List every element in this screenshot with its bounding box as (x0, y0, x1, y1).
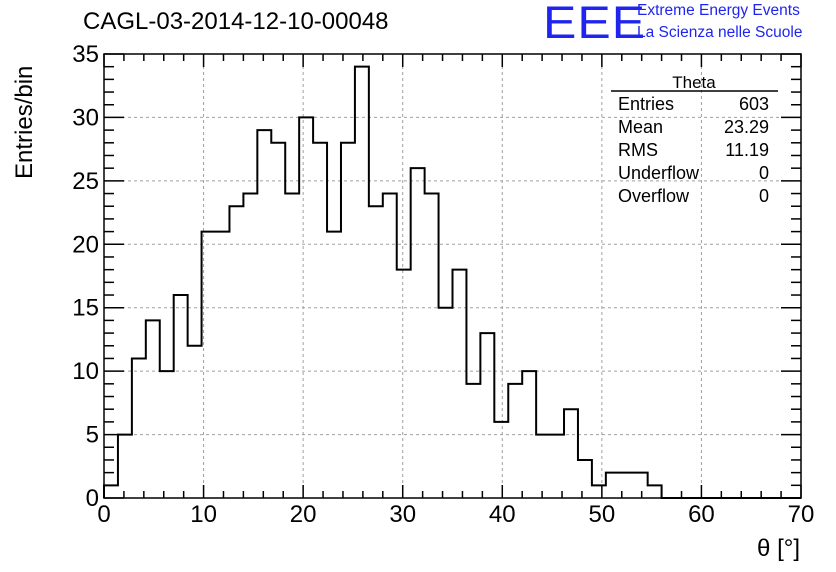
logo-tagline-2: La Scienza nelle Scuole (637, 24, 803, 41)
histogram-bin (118, 435, 132, 498)
x-tick-label: 40 (489, 501, 516, 528)
histogram-bin (313, 143, 327, 498)
histogram-bin (243, 194, 257, 498)
histogram-bars (103, 65, 801, 499)
eee-logo: EEE (543, 0, 647, 48)
histogram-bin (606, 473, 620, 498)
histogram-bin (425, 194, 439, 498)
histogram-bin (132, 358, 146, 498)
axis-ticks (103, 53, 802, 499)
x-axis-title: θ [°] (757, 535, 800, 562)
histogram-bin (453, 270, 467, 498)
stats-row-label: RMS (618, 140, 658, 160)
y-axis-title: Entries/bin (11, 66, 38, 179)
histogram-bin (508, 384, 522, 498)
histogram-bin (550, 435, 564, 498)
stats-row-label: Overflow (618, 186, 690, 206)
stats-row-value: 603 (739, 94, 769, 114)
histogram-bin (341, 143, 355, 498)
x-tick-label: 60 (688, 501, 715, 528)
x-tick-label: 50 (589, 501, 616, 528)
y-tick-label: 25 (72, 168, 99, 195)
histogram-bin (257, 130, 271, 498)
histogram-bin (383, 194, 397, 498)
stats-row-label: Mean (618, 117, 663, 137)
histogram-outline (103, 65, 801, 499)
histogram-bin (578, 460, 592, 498)
histogram-bin (411, 168, 425, 498)
y-tick-label: 30 (72, 104, 99, 131)
histogram-bin (369, 206, 383, 498)
histogram-bin (327, 232, 341, 498)
x-tick-label: 20 (290, 501, 317, 528)
logo-tagline-1: Extreme Energy Events (637, 2, 800, 19)
histogram-bin (146, 320, 160, 498)
x-tick-label: 0 (97, 501, 110, 528)
y-tick-label: 15 (72, 295, 99, 322)
histogram-bin (494, 422, 508, 498)
histogram-bin (271, 143, 285, 498)
histogram-bin (439, 308, 453, 498)
histogram-bin (480, 333, 494, 498)
stats-title: Theta (672, 73, 716, 92)
histogram-bin (299, 117, 313, 498)
histogram-bin (188, 346, 202, 498)
histogram-bin (216, 232, 230, 498)
stats-box: Theta Entries 603 Mean 23.29 RMS 11.19 Underfl… (611, 73, 778, 206)
y-tick-labels: 0 5 10 15 20 25 30 35 (72, 41, 99, 512)
x-tick-label: 30 (389, 501, 416, 528)
y-tick-label: 20 (72, 231, 99, 258)
x-tick-label: 10 (190, 501, 217, 528)
x-tick-labels: 0 10 20 30 40 50 60 70 (97, 501, 814, 528)
histogram-bin (229, 206, 243, 498)
chart-title: CAGL-03-2014-12-10-00048 (83, 8, 389, 35)
stats-row-value: 0 (759, 186, 769, 206)
stats-row-label: Entries (618, 94, 674, 114)
plot-frame (103, 53, 802, 499)
grid-lines (104, 54, 801, 498)
stats-row-value: 0 (759, 163, 769, 183)
histogram-bin (285, 194, 299, 498)
histogram-bin (104, 485, 118, 498)
histogram-bin (397, 270, 411, 498)
stats-rows: Entries 603 Mean 23.29 RMS 11.19 Underflow 0 Ove… (618, 94, 769, 206)
histogram-bin (634, 473, 648, 498)
y-tick-label: 10 (72, 358, 99, 385)
y-tick-label: 5 (86, 422, 99, 449)
histogram-bin (536, 435, 550, 498)
stats-row-value: 11.19 (725, 140, 769, 160)
y-tick-label: 0 (86, 485, 99, 512)
histogram-bin (466, 384, 480, 498)
histogram-bin (564, 409, 578, 498)
stats-row-label: Underflow (618, 163, 700, 183)
histogram-bin (355, 67, 369, 498)
histogram-bin (174, 295, 188, 498)
x-tick-label: 70 (788, 501, 815, 528)
y-tick-label: 35 (72, 41, 99, 68)
histogram-bin (592, 485, 606, 498)
histogram-bin (648, 485, 662, 498)
stats-row-value: 23.29 (724, 117, 769, 137)
